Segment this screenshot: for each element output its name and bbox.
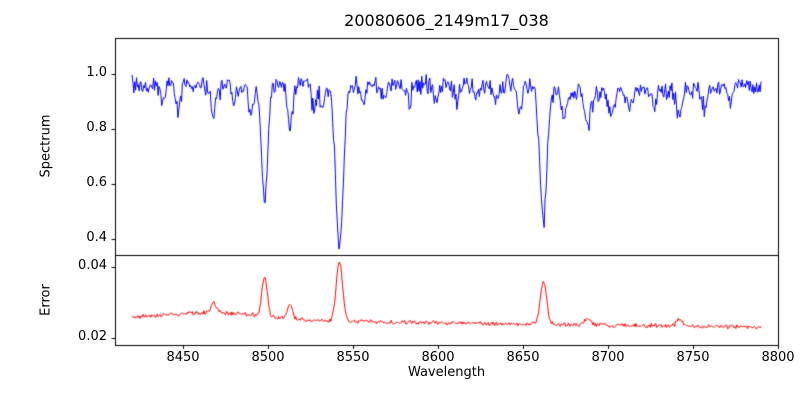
spectrum-y-tick-label: 0.8 (86, 119, 107, 135)
x-tick-label: 8600 (421, 350, 455, 365)
x-tick-label: 8700 (591, 350, 625, 365)
x-tick-label: 8450 (166, 350, 200, 365)
spectrum-y-tick-label: 1.0 (86, 64, 107, 80)
x-tick-label: 8500 (251, 350, 285, 365)
spectrum-y-tick-label: 0.4 (86, 229, 107, 245)
x-tick-label: 8800 (761, 350, 795, 365)
x-axis-label: Wavelength (407, 365, 486, 380)
x-tick-label: 8650 (506, 350, 540, 365)
spectrum-y-tick-label: 0.6 (86, 174, 107, 190)
chart-title: 20080606_2149m17_038 (344, 11, 549, 30)
x-tick-label: 8750 (676, 350, 710, 365)
x-tick-label: 8550 (336, 350, 370, 365)
error-axis-label: Error (38, 284, 54, 316)
error-y-tick-label: 0.02 (78, 328, 107, 344)
error-y-tick-label: 0.04 (78, 258, 107, 274)
